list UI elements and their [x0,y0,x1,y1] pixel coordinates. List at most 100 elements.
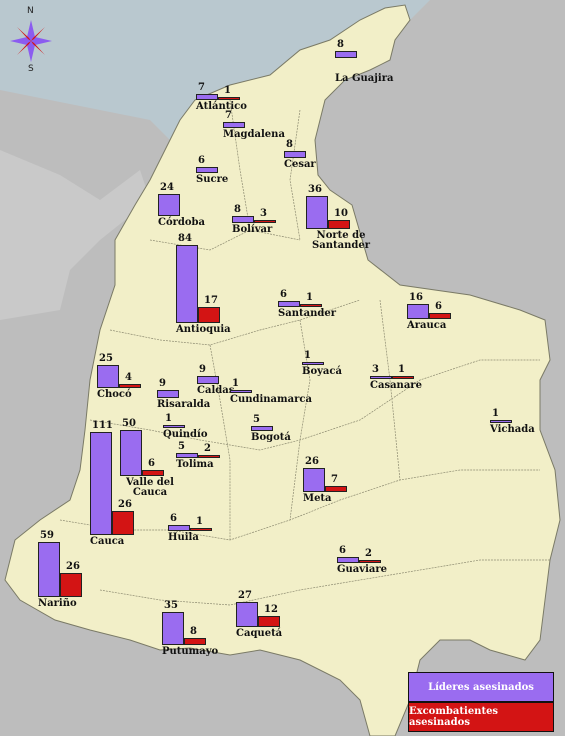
value-lideres: 16 [409,292,423,304]
dept-name: Magdalena [223,129,285,140]
dept-name: Antioquia [176,324,231,335]
compass-south-label: S [28,64,34,74]
value-excombatientes: 17 [204,295,218,307]
value-excombatientes: 6 [148,458,155,470]
dept-name: Atlántico [196,101,247,112]
dept-name: Putumayo [162,646,219,657]
value-excombatientes: 1 [306,292,313,303]
dept-name: Quindío [163,429,208,440]
dept-name: Bolívar [232,224,273,235]
bar-excombatientes [112,510,134,535]
value-lideres: 7 [198,81,205,93]
dept-name: Cauca [90,536,125,547]
value-lideres: 5 [253,414,260,426]
bar-excombatientes [300,304,322,307]
value-excombatientes: 3 [260,208,267,219]
value-lideres: 9 [199,363,206,375]
compass-north-label: N [27,6,34,16]
value-lideres: 26 [305,455,319,467]
value-excombatientes: 1 [398,364,405,375]
bar-excombatientes [142,470,164,476]
bar-lideres [197,375,219,384]
dept-name: Cundinamarca [230,394,312,405]
value-lideres: 27 [238,589,252,601]
value-lideres: 36 [308,183,322,195]
value-lideres: 7 [225,109,232,121]
value-excombatientes: 12 [264,603,278,615]
bar-lideres [196,167,218,173]
value-excombatientes: 8 [190,625,197,637]
bar-excombatientes [198,307,220,323]
value-excombatientes: 1 [224,85,231,96]
bar-excombatientes [198,455,220,458]
bar-lideres [157,389,179,398]
dept-name: Valle del Cauca [126,477,174,498]
dept-name: Boyacá [302,366,342,377]
dept-name: Risaralda [157,399,211,410]
value-lideres: 6 [170,513,177,525]
value-lideres: 8 [337,38,344,50]
value-lideres: 6 [280,289,287,301]
bar-lideres [370,376,392,379]
bar-lideres [490,420,512,423]
bar-lideres [168,525,190,531]
value-excombatientes: 2 [365,548,372,559]
bar-excombatientes [119,384,141,388]
dept-name: Huila [168,532,199,543]
bar-lideres [158,193,180,216]
value-lideres: 8 [286,138,293,150]
dept-name: Norte de Santander [312,230,370,251]
department-borders [59,99,550,606]
bar-excombatientes [328,219,350,229]
value-lideres: 1 [304,350,311,361]
bar-lideres [284,150,306,158]
value-excombatientes: 4 [125,372,132,384]
bar-excombatientes [218,97,240,100]
value-lideres: 84 [178,232,192,244]
value-excombatientes: 10 [334,207,348,219]
dept-name: Casanare [370,380,422,391]
value-lideres: 35 [164,600,178,612]
bar-lideres [306,195,328,229]
dept-name: Arauca [407,320,447,331]
value-excombatientes: 2 [204,443,211,454]
compass-icon [10,20,52,62]
bar-lideres [176,244,198,323]
dept-name: La Guajira [335,73,394,84]
dept-name: Bogotá [251,432,291,443]
bar-excombatientes [184,637,206,645]
bar-lideres [302,362,324,365]
value-lideres: 24 [160,181,174,193]
compass-rose: N S [8,6,54,74]
value-lideres: 1 [165,413,172,424]
panama-region [0,150,150,320]
dept-name: Guaviare [337,564,388,575]
dept-name: Caquetá [236,628,283,639]
bar-lideres [303,467,325,492]
value-excombatientes: 26 [66,560,80,572]
value-lideres: 5 [178,441,185,453]
bar-lideres [232,215,254,223]
bar-excombatientes [429,313,451,319]
bar-lideres [230,390,252,393]
dept-name: Sucre [196,174,229,185]
bar-lideres [251,426,273,431]
value-excombatientes: 6 [435,301,442,313]
dept-name: Santander [278,308,336,319]
value-excombatientes: 26 [118,498,132,510]
colombia-land [4,4,561,736]
value-lideres: 6 [339,545,346,557]
bar-lideres [163,425,185,428]
dept-name: Caldas [197,385,235,396]
bar-excombatientes [60,572,82,597]
value-lideres: 1 [232,378,239,389]
dept-name: Chocó [97,389,132,400]
bar-lideres [335,50,357,58]
bar-lideres [162,612,184,645]
bar-lideres [407,304,429,319]
value-lideres: 3 [372,364,379,375]
dept-name: Cesar [284,159,316,170]
bar-excombatientes [325,485,347,492]
